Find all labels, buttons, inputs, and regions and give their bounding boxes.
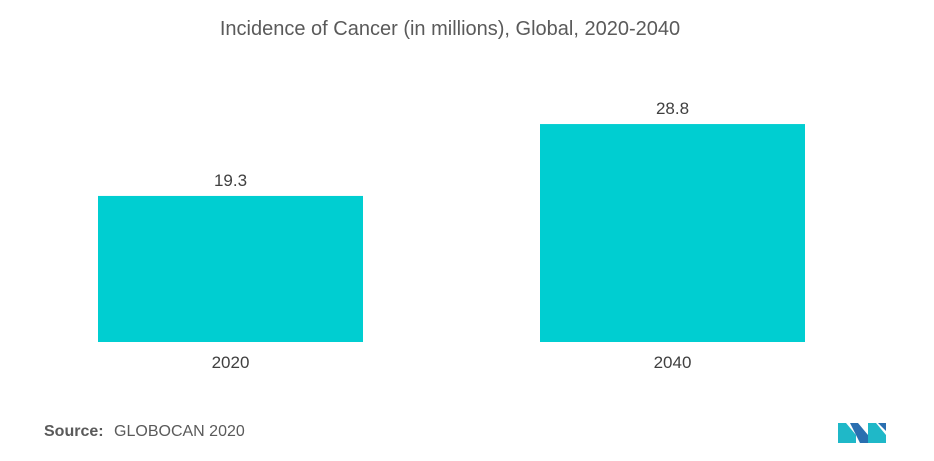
bar-2040 — [540, 124, 805, 343]
source-note: Source: GLOBOCAN 2020 — [44, 423, 245, 441]
x-tick-label-2040: 2040 — [654, 353, 692, 372]
source-label: Source: — [44, 423, 104, 440]
bar-2020 — [98, 195, 363, 342]
mordor-logo-icon — [838, 423, 886, 443]
x-tick-label-2020: 2020 — [212, 353, 250, 372]
data-label-2020: 19.3 — [214, 171, 247, 190]
source-value: GLOBOCAN 2020 — [114, 423, 245, 440]
data-label-2040: 28.8 — [656, 99, 689, 118]
chart-title: Incidence of Cancer (in millions), Globa… — [219, 18, 681, 40]
